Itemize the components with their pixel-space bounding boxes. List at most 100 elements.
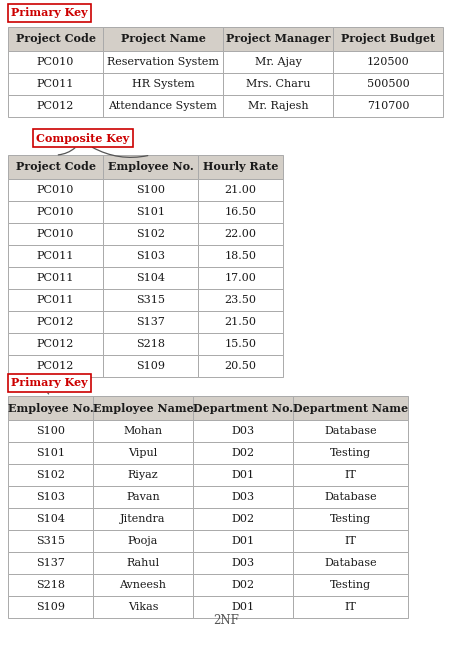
Text: Employee No.: Employee No. — [108, 162, 193, 172]
Bar — [8, 27, 103, 51]
Text: PC010: PC010 — [37, 57, 74, 67]
Text: S315: S315 — [136, 295, 165, 305]
Bar — [8, 245, 103, 267]
Bar — [193, 464, 293, 486]
Text: D02: D02 — [231, 580, 255, 590]
Text: Project Code: Project Code — [15, 34, 96, 45]
Bar — [103, 267, 198, 289]
Bar — [293, 420, 408, 442]
Bar — [103, 155, 198, 179]
Bar — [8, 267, 103, 289]
Bar — [103, 201, 198, 223]
Text: S104: S104 — [36, 514, 65, 524]
Text: Mohan: Mohan — [123, 426, 163, 436]
Text: Database: Database — [324, 558, 377, 568]
Text: 120500: 120500 — [366, 57, 410, 67]
Text: Department No.: Department No. — [193, 402, 293, 413]
Bar — [103, 289, 198, 311]
Bar — [103, 311, 198, 333]
Text: S102: S102 — [36, 470, 65, 480]
Bar — [8, 530, 93, 552]
Bar — [198, 267, 283, 289]
Text: IT: IT — [345, 602, 357, 612]
Text: PC010: PC010 — [37, 207, 74, 217]
Bar — [8, 486, 93, 508]
Text: Department Name: Department Name — [293, 402, 408, 413]
Text: S101: S101 — [136, 207, 165, 217]
Bar — [103, 51, 223, 73]
Bar — [293, 396, 408, 420]
Text: 710700: 710700 — [367, 101, 409, 111]
Text: Mr. Ajay: Mr. Ajay — [255, 57, 301, 67]
Bar — [8, 574, 93, 596]
Text: IT: IT — [345, 536, 357, 546]
Text: D02: D02 — [231, 448, 255, 458]
Text: D01: D01 — [231, 536, 255, 546]
Bar — [223, 73, 333, 95]
Bar — [93, 396, 193, 420]
Bar — [193, 574, 293, 596]
Bar — [103, 27, 223, 51]
Bar — [333, 73, 443, 95]
Bar — [223, 95, 333, 117]
Bar — [93, 420, 193, 442]
Text: S103: S103 — [36, 492, 65, 502]
Text: 15.50: 15.50 — [225, 339, 256, 349]
Bar — [293, 596, 408, 618]
Bar — [8, 464, 93, 486]
Bar — [193, 596, 293, 618]
Bar — [293, 442, 408, 464]
Text: S100: S100 — [136, 185, 165, 195]
Text: Project Budget: Project Budget — [341, 34, 435, 45]
Bar — [293, 574, 408, 596]
Text: 17.00: 17.00 — [225, 273, 256, 283]
Text: 500500: 500500 — [366, 79, 410, 89]
Text: HR System: HR System — [132, 79, 194, 89]
Bar — [293, 508, 408, 530]
Bar — [8, 179, 103, 201]
Text: D01: D01 — [231, 602, 255, 612]
Bar — [8, 596, 93, 618]
Text: S218: S218 — [136, 339, 165, 349]
Text: Composite Key: Composite Key — [36, 132, 129, 143]
Text: Reservation System: Reservation System — [107, 57, 219, 67]
Bar — [293, 552, 408, 574]
Bar — [198, 289, 283, 311]
Text: 2NF: 2NF — [213, 614, 240, 627]
Text: 18.50: 18.50 — [225, 251, 256, 261]
Bar — [193, 396, 293, 420]
Text: D03: D03 — [231, 426, 255, 436]
Text: PC012: PC012 — [37, 317, 74, 327]
Bar — [93, 486, 193, 508]
Text: IT: IT — [345, 470, 357, 480]
Text: S104: S104 — [136, 273, 165, 283]
Bar — [193, 486, 293, 508]
Bar — [103, 245, 198, 267]
Text: Database: Database — [324, 492, 377, 502]
Bar — [193, 508, 293, 530]
Bar — [198, 245, 283, 267]
Bar — [103, 355, 198, 377]
Text: Testing: Testing — [330, 580, 371, 590]
Text: PC011: PC011 — [37, 79, 74, 89]
Bar — [8, 201, 103, 223]
Bar — [103, 95, 223, 117]
Text: PC010: PC010 — [37, 229, 74, 239]
Text: Pooja: Pooja — [128, 536, 158, 546]
Bar — [198, 201, 283, 223]
Bar — [103, 333, 198, 355]
Text: D03: D03 — [231, 558, 255, 568]
Bar — [193, 442, 293, 464]
Text: PC010: PC010 — [37, 185, 74, 195]
Text: Riyaz: Riyaz — [128, 470, 158, 480]
Text: Testing: Testing — [330, 514, 371, 524]
Bar — [8, 73, 103, 95]
Text: Project Name: Project Name — [120, 34, 206, 45]
Bar — [8, 552, 93, 574]
Bar — [8, 333, 103, 355]
Bar — [193, 530, 293, 552]
Text: 21.50: 21.50 — [225, 317, 256, 327]
Text: Hourly Rate: Hourly Rate — [203, 162, 278, 172]
Bar — [293, 486, 408, 508]
Bar — [103, 73, 223, 95]
